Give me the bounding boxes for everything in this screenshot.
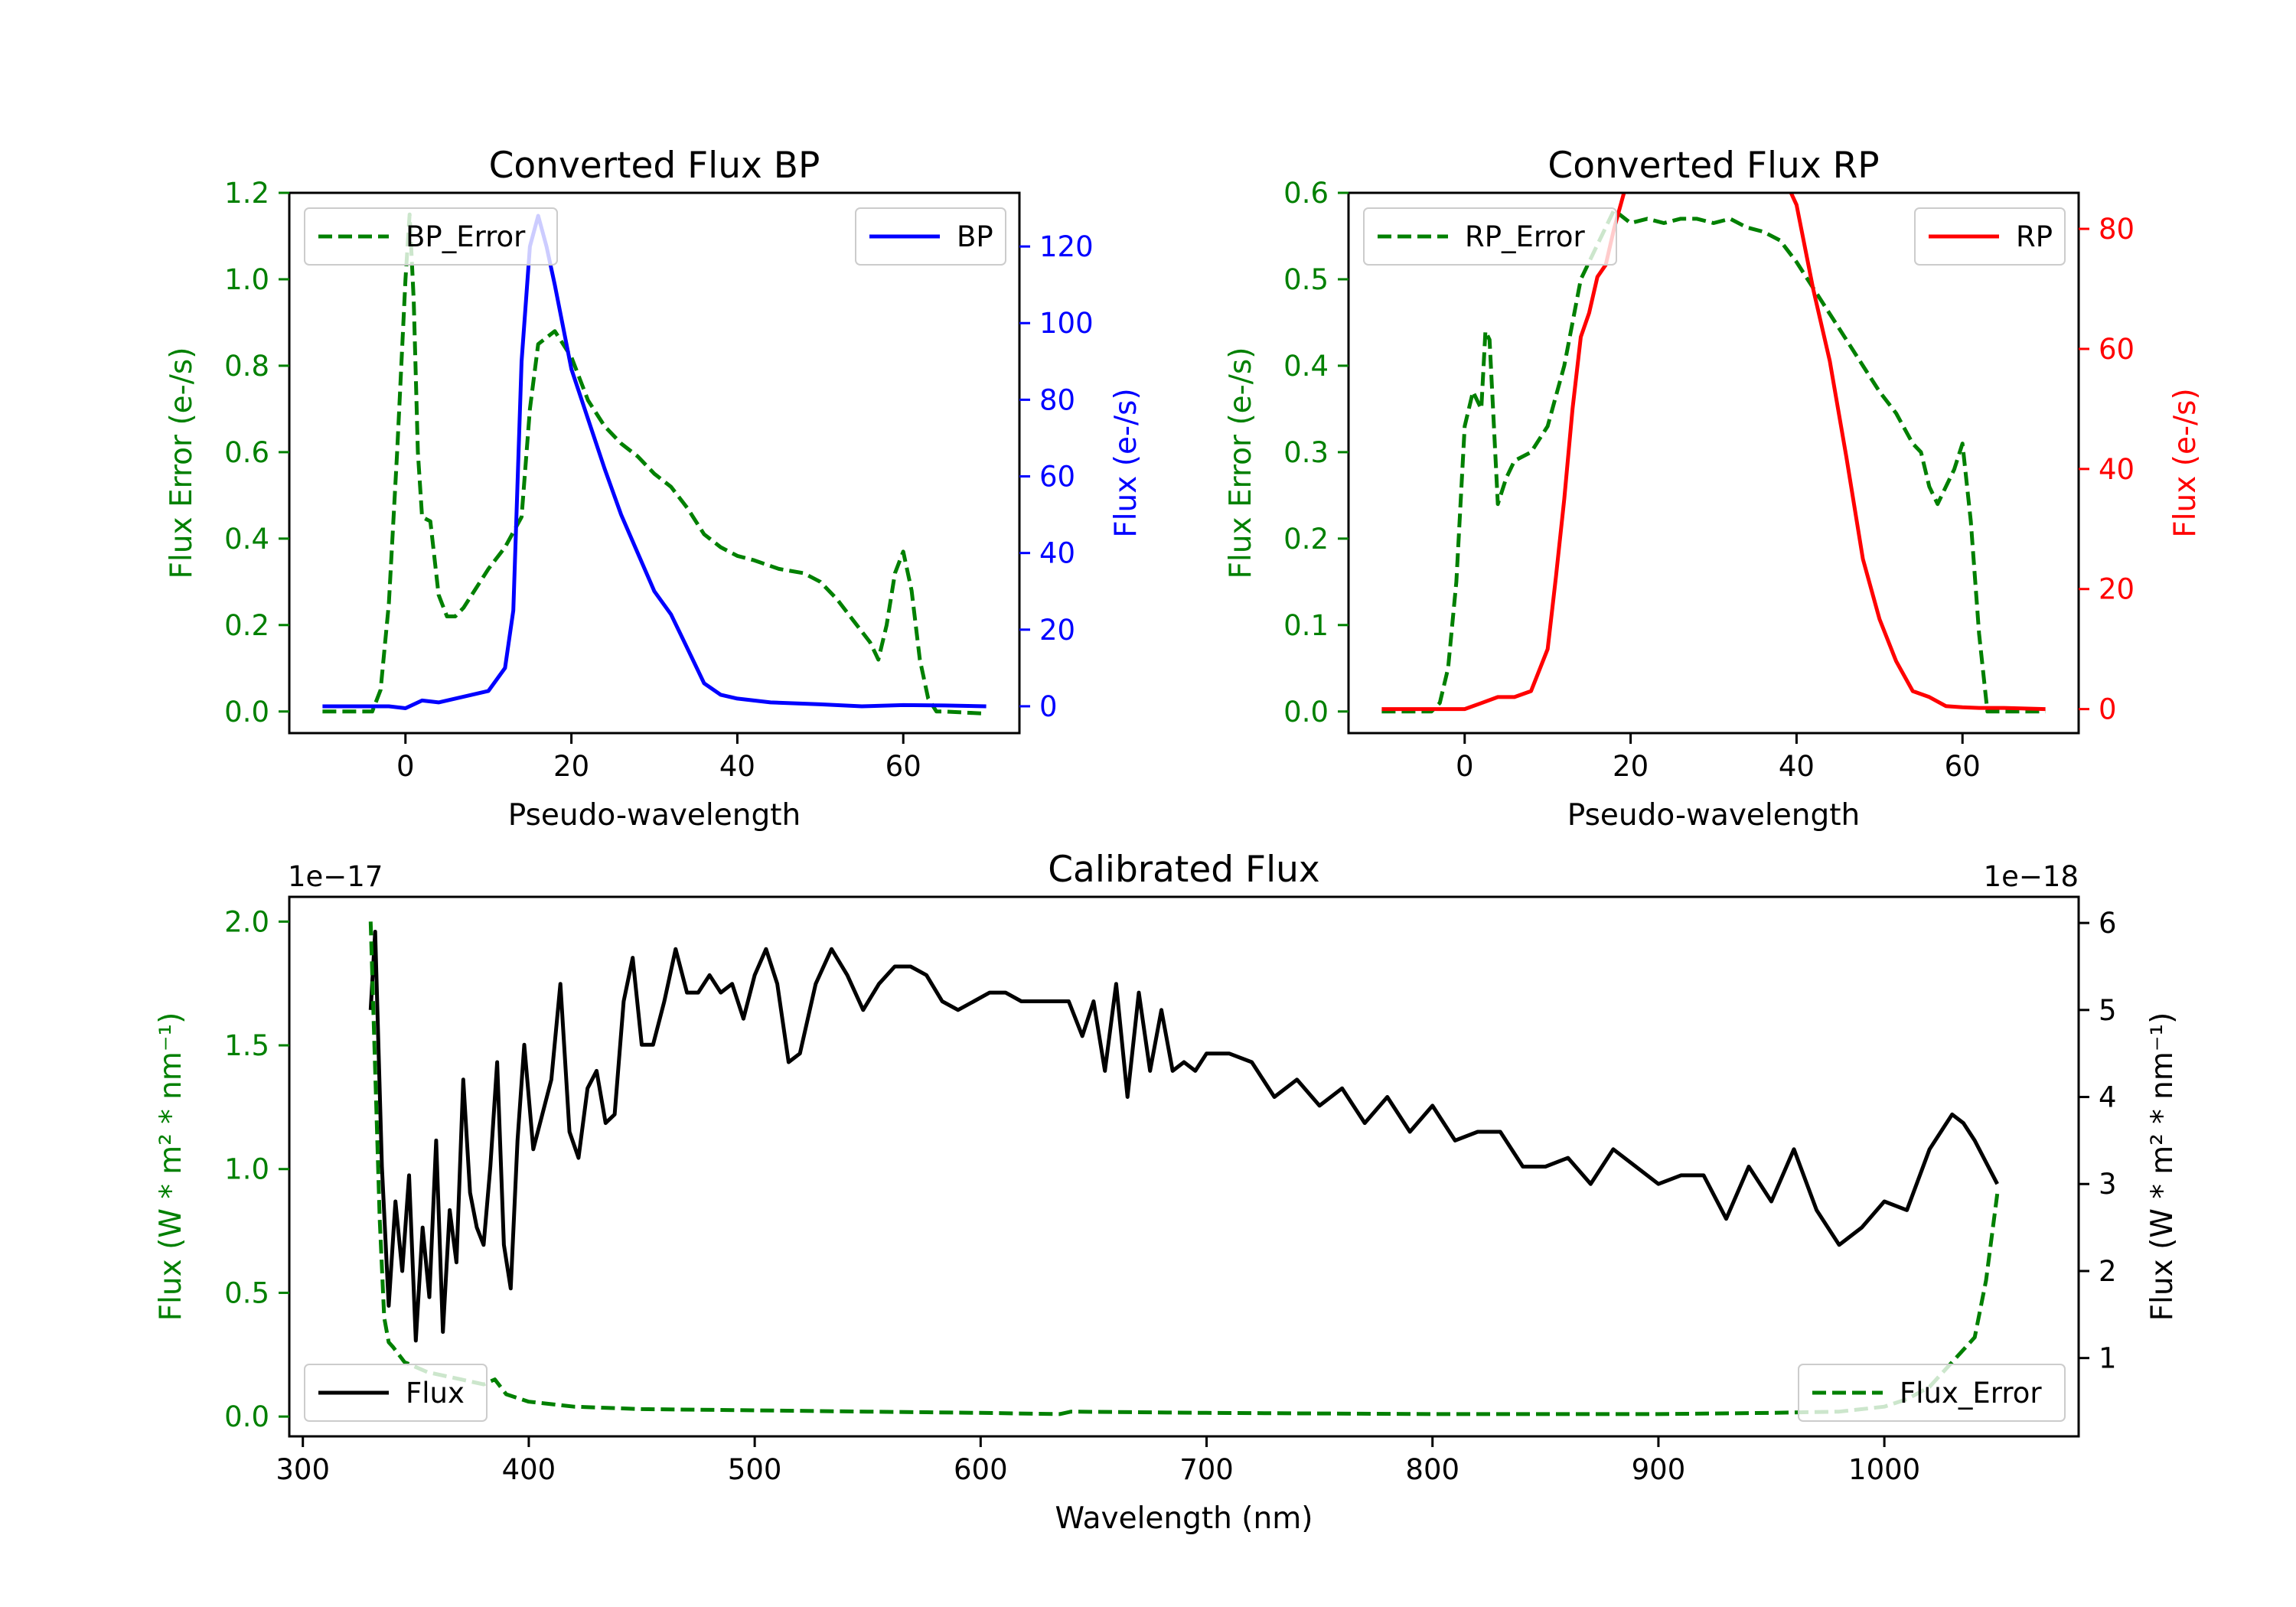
y-left-tick-label: 0.0 bbox=[224, 1400, 269, 1433]
series-line-bp bbox=[322, 214, 987, 710]
y-right-tick-label: 40 bbox=[1039, 537, 1075, 570]
y-left-tick-label: 0.8 bbox=[224, 350, 269, 383]
x-tick-label: 40 bbox=[1779, 750, 1815, 783]
y-right-tick-label: 1 bbox=[2099, 1342, 2117, 1375]
legend: Flux_Error bbox=[1798, 1364, 2066, 1422]
y-right-tick-label: 80 bbox=[1039, 383, 1075, 416]
y-left-tick-label: 0.4 bbox=[1283, 350, 1329, 383]
x-tick-label: 60 bbox=[1945, 750, 1981, 783]
x-tick-label: 500 bbox=[728, 1453, 782, 1486]
y-right-axis-label: Flux (e-/s) bbox=[1109, 388, 1143, 537]
x-axis-label: Pseudo-wavelength bbox=[1567, 798, 1860, 833]
y-right-tick-label: 2 bbox=[2099, 1255, 2117, 1288]
legend-box bbox=[1363, 207, 1617, 266]
legend-label: RP bbox=[2016, 220, 2053, 253]
y-left-axis-label: Flux (W * m² * nm⁻¹) bbox=[154, 1012, 188, 1322]
y-right-tick-label: 20 bbox=[1039, 614, 1075, 647]
y-left-scale-offset: 1e−17 bbox=[288, 860, 383, 893]
y-left-axis-label: Flux Error (e-/s) bbox=[1224, 347, 1258, 579]
plot-frame bbox=[288, 895, 2080, 1438]
y-left-tick-label: 0.1 bbox=[1283, 609, 1329, 642]
legend: BP bbox=[855, 207, 1006, 266]
legend-box bbox=[1798, 1364, 2066, 1422]
y-right-axis-label: Flux (e-/s) bbox=[2168, 388, 2203, 537]
y-right-axis-label: Flux (W * m² * nm⁻¹) bbox=[2145, 1012, 2180, 1322]
x-tick-label: 700 bbox=[1179, 1453, 1234, 1486]
y-left-tick-label: 0.0 bbox=[1283, 696, 1329, 729]
legend: Flux bbox=[304, 1364, 488, 1422]
y-left-tick-label: 0.3 bbox=[1283, 436, 1329, 469]
y-right-tick-label: 5 bbox=[2099, 994, 2117, 1027]
y-left-tick-label: 0.2 bbox=[1283, 523, 1329, 556]
y-left-tick-label: 0.5 bbox=[1283, 263, 1329, 296]
bp-panel: Converted Flux BP 0 20 40 60 0.0 0.2 0.4 0.6 0.8 1… bbox=[165, 145, 1143, 833]
series-line-rp-error bbox=[1381, 208, 2046, 714]
y-right-tick-label: 4 bbox=[2099, 1081, 2117, 1114]
y-right-tick-label: 20 bbox=[2099, 573, 2135, 606]
y-left-tick-label: 1.5 bbox=[224, 1029, 269, 1062]
plot-frame bbox=[288, 191, 1021, 735]
chart-title: Calibrated Flux bbox=[1048, 849, 1320, 891]
legend-box bbox=[304, 207, 558, 266]
y-left-axis-label: Flux Error (e-/s) bbox=[165, 347, 199, 579]
y-right-tick-label: 100 bbox=[1039, 307, 1094, 340]
y-left-tick-label: 0.5 bbox=[224, 1276, 269, 1309]
x-tick-label: 60 bbox=[885, 750, 921, 783]
legend: BP_Error bbox=[304, 207, 558, 266]
x-tick-label: 0 bbox=[396, 750, 415, 783]
legend-label: RP_Error bbox=[1465, 220, 1585, 253]
x-tick-label: 20 bbox=[553, 750, 589, 783]
x-tick-label: 1000 bbox=[1848, 1453, 1920, 1486]
x-axis-label: Pseudo-wavelength bbox=[508, 798, 801, 833]
calibrated-panel: Calibrated Flux 300 400 500 600 700 800 900 1000… bbox=[154, 849, 2180, 1536]
x-axis-label: Wavelength (nm) bbox=[1055, 1501, 1313, 1536]
legend-label: BP_Error bbox=[406, 220, 526, 253]
x-tick-label: 800 bbox=[1405, 1453, 1459, 1486]
x-tick-label: 0 bbox=[1456, 750, 1474, 783]
x-tick-label: 20 bbox=[1613, 750, 1649, 783]
series-line-flux bbox=[368, 930, 1999, 1343]
chart-title: Converted Flux RP bbox=[1548, 145, 1879, 187]
y-right-tick-label: 40 bbox=[2099, 453, 2135, 486]
y-right-tick-label: 0 bbox=[2099, 693, 2117, 726]
legend-box bbox=[304, 1364, 488, 1422]
y-right-tick-label: 60 bbox=[2099, 333, 2135, 366]
legend-label: Flux_Error bbox=[1900, 1377, 2042, 1410]
y-left-tick-label: 2.0 bbox=[224, 905, 269, 938]
y-left-tick-label: 1.0 bbox=[224, 263, 269, 296]
y-right-tick-label: 0 bbox=[1039, 690, 1058, 723]
y-left-tick-label: 1.0 bbox=[224, 1153, 269, 1186]
legend-label: Flux bbox=[406, 1377, 465, 1410]
plot-frame bbox=[1347, 191, 2080, 735]
legend-label: BP bbox=[957, 220, 993, 253]
y-right-tick-label: 80 bbox=[2099, 213, 2135, 246]
y-right-tick-label: 6 bbox=[2099, 907, 2117, 940]
rp-panel: Converted Flux RP 0 20 40 60 0.0 0.1 0.2 0.3 0.4 0… bbox=[1224, 145, 2203, 833]
legend: RP bbox=[1914, 207, 2066, 266]
y-right-scale-offset: 1e−18 bbox=[1984, 860, 2079, 893]
series-line-rp bbox=[1381, 193, 2046, 712]
x-tick-label: 600 bbox=[954, 1453, 1008, 1486]
chart-title: Converted Flux BP bbox=[489, 145, 820, 187]
x-tick-label: 300 bbox=[276, 1453, 330, 1486]
legend: RP_Error bbox=[1363, 207, 1617, 266]
y-right-tick-label: 120 bbox=[1039, 230, 1094, 263]
y-left-tick-label: 0.0 bbox=[224, 696, 269, 729]
y-left-tick-label: 0.6 bbox=[1283, 177, 1329, 210]
series-line-bp-error bbox=[322, 212, 987, 716]
y-left-tick-label: 0.2 bbox=[224, 609, 269, 642]
y-left-tick-label: 0.6 bbox=[224, 436, 269, 469]
y-right-tick-label: 60 bbox=[1039, 461, 1075, 494]
y-left-tick-label: 1.2 bbox=[224, 177, 269, 210]
y-right-tick-label: 3 bbox=[2099, 1168, 2117, 1201]
x-tick-label: 900 bbox=[1632, 1453, 1686, 1486]
y-left-tick-label: 0.4 bbox=[224, 523, 269, 556]
x-tick-label: 400 bbox=[502, 1453, 556, 1486]
x-tick-label: 40 bbox=[719, 750, 755, 783]
